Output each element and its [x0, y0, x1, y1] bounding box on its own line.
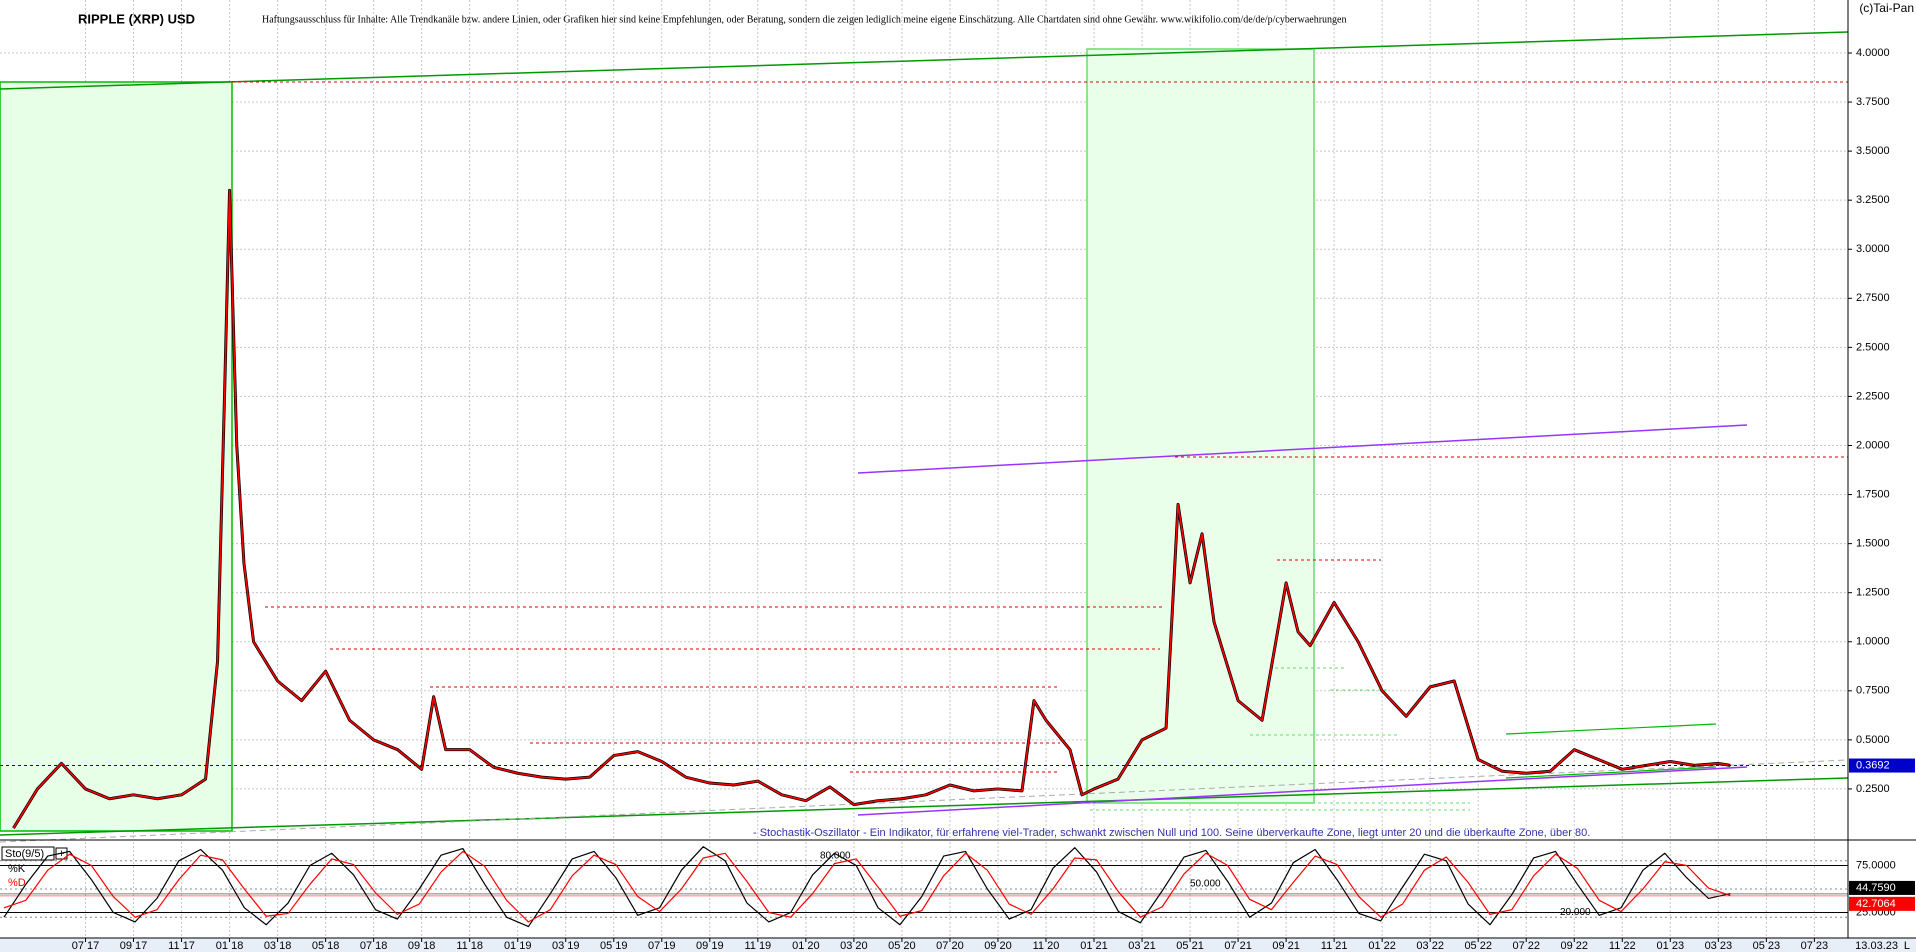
x-tick-label: 07 20 — [936, 940, 964, 952]
price-line — [12, 189, 1731, 829]
channel-line — [1505, 766, 1717, 779]
x-tick-label: 07 22 — [1512, 940, 1540, 952]
expand-icon[interactable]: + — [58, 848, 64, 860]
legend-label: %D — [8, 877, 26, 889]
x-tick-label: 01 19 — [504, 940, 532, 952]
x-tick-label: 01 21 — [1080, 940, 1108, 952]
trend-line — [0, 759, 1849, 843]
zone-box — [1086, 48, 1315, 804]
x-tick-label: 05 23 — [1753, 940, 1781, 952]
y-tick-label: 3.5000 — [1856, 145, 1890, 157]
channel-line — [857, 424, 1748, 474]
x-tick-label: 03 23 — [1705, 940, 1733, 952]
oscillator-note: - Stochastik-Oszillator - Ein Indikator,… — [753, 827, 1590, 839]
y-tick-label: 3.0000 — [1856, 243, 1890, 255]
x-tick-label: 03 20 — [840, 940, 868, 952]
x-tick-label: 09 17 — [120, 940, 148, 952]
oscillator-last-box — [1849, 880, 1915, 895]
oscillator-last-box — [1849, 896, 1915, 911]
oscillator-last-label: 44.7590 — [1856, 882, 1896, 894]
y-tick-label: 2.2500 — [1856, 390, 1890, 402]
y-tick-label: 1.5000 — [1856, 538, 1890, 550]
corner-mark: L — [1904, 940, 1910, 952]
oscillator-line — [3, 850, 1731, 923]
x-tick-label: 05 18 — [312, 940, 340, 952]
x-tick-label: 07 21 — [1224, 940, 1252, 952]
oscillator-tick-label: 75.0000 — [1856, 859, 1896, 871]
trend-line — [0, 31, 1849, 90]
oscillator-level-label: 50.000 — [1190, 879, 1221, 890]
x-tick-label: 01 18 — [216, 940, 244, 952]
x-tick-label: 05 19 — [600, 940, 628, 952]
level-lines — [232, 81, 1848, 773]
x-tick-label: 09 21 — [1272, 940, 1300, 952]
x-tick-label: 01 23 — [1657, 940, 1685, 952]
channel-line — [857, 766, 1748, 816]
x-tick-label: 11 21 — [1321, 940, 1348, 952]
x-tick-label: 07 18 — [360, 940, 388, 952]
x-tick-label: 11 22 — [1609, 940, 1636, 952]
oscillator-level-label: 80.000 — [820, 850, 851, 861]
copyright: (c)Tai-Pan — [1859, 1, 1914, 15]
x-tick-label: 09 22 — [1560, 940, 1588, 952]
oscillator-title: Sto(9/5) — [5, 848, 44, 860]
x-tick-label: 05 20 — [888, 940, 916, 952]
x-axis-band — [0, 938, 1916, 952]
x-tick-label: 11 17 — [168, 940, 195, 952]
y-tick-label: 1.0000 — [1856, 636, 1890, 648]
x-tick-label: 01 22 — [1368, 940, 1396, 952]
x-tick-label: 03 21 — [1128, 940, 1156, 952]
y-tick-label: 1.2500 — [1856, 587, 1890, 599]
x-tick-label: 11 20 — [1033, 940, 1060, 952]
y-tick-label: 0.7500 — [1856, 685, 1890, 697]
x-tick-label: 03 22 — [1416, 940, 1444, 952]
channel-line — [1505, 723, 1717, 735]
support-lines — [1090, 667, 1470, 811]
x-tick-label: 05 21 — [1176, 940, 1204, 952]
oscillator-level-label: 20.000 — [1560, 907, 1591, 918]
x-tick-label: 09 18 — [408, 940, 436, 952]
y-tick-label: 0.2500 — [1856, 783, 1890, 795]
y-tick-label: 2.5000 — [1856, 341, 1890, 353]
x-tick-label: 11 18 — [456, 940, 483, 952]
legend-label: %K — [8, 863, 26, 875]
y-tick-label: 4.0000 — [1856, 47, 1890, 59]
x-tick-label: 07 17 — [72, 940, 100, 952]
x-tick-label: 09 20 — [984, 940, 1012, 952]
zone-box — [0, 81, 233, 832]
last-price-box — [1849, 758, 1915, 773]
mark-layer — [12, 188, 1731, 829]
disclaimer: Haftungsausschluss für Inhalte: Alle Tre… — [262, 14, 1347, 25]
y-tick-label: 0.5000 — [1856, 734, 1890, 746]
x-tick-label: 05 22 — [1464, 940, 1492, 952]
date-stamp: 13.03.23 — [1855, 940, 1898, 952]
x-tick-label: 07 19 — [648, 940, 676, 952]
x-tick-label: 11 19 — [744, 940, 771, 952]
y-tick-label: 3.7500 — [1856, 96, 1890, 108]
y-tick-label: 2.0000 — [1856, 439, 1890, 451]
oscillator-title-box — [1, 846, 55, 861]
y-tick-label: 3.2500 — [1856, 194, 1890, 206]
last-price-label: 0.3692 — [1856, 759, 1890, 771]
chart-title: RIPPLE (XRP) USD — [78, 11, 195, 26]
y-tick-label: 2.7500 — [1856, 292, 1890, 304]
x-tick-label: 03 18 — [264, 940, 292, 952]
x-tick-label: 07 23 — [1801, 940, 1829, 952]
oscillator-last-label: 42.7064 — [1856, 898, 1896, 910]
x-tick-label: 03 19 — [552, 940, 580, 952]
y-tick-label: 1.7500 — [1856, 488, 1890, 500]
trend-line — [0, 777, 1849, 836]
x-tick-label: 01 20 — [792, 940, 820, 952]
x-tick-label: 09 19 — [696, 940, 724, 952]
